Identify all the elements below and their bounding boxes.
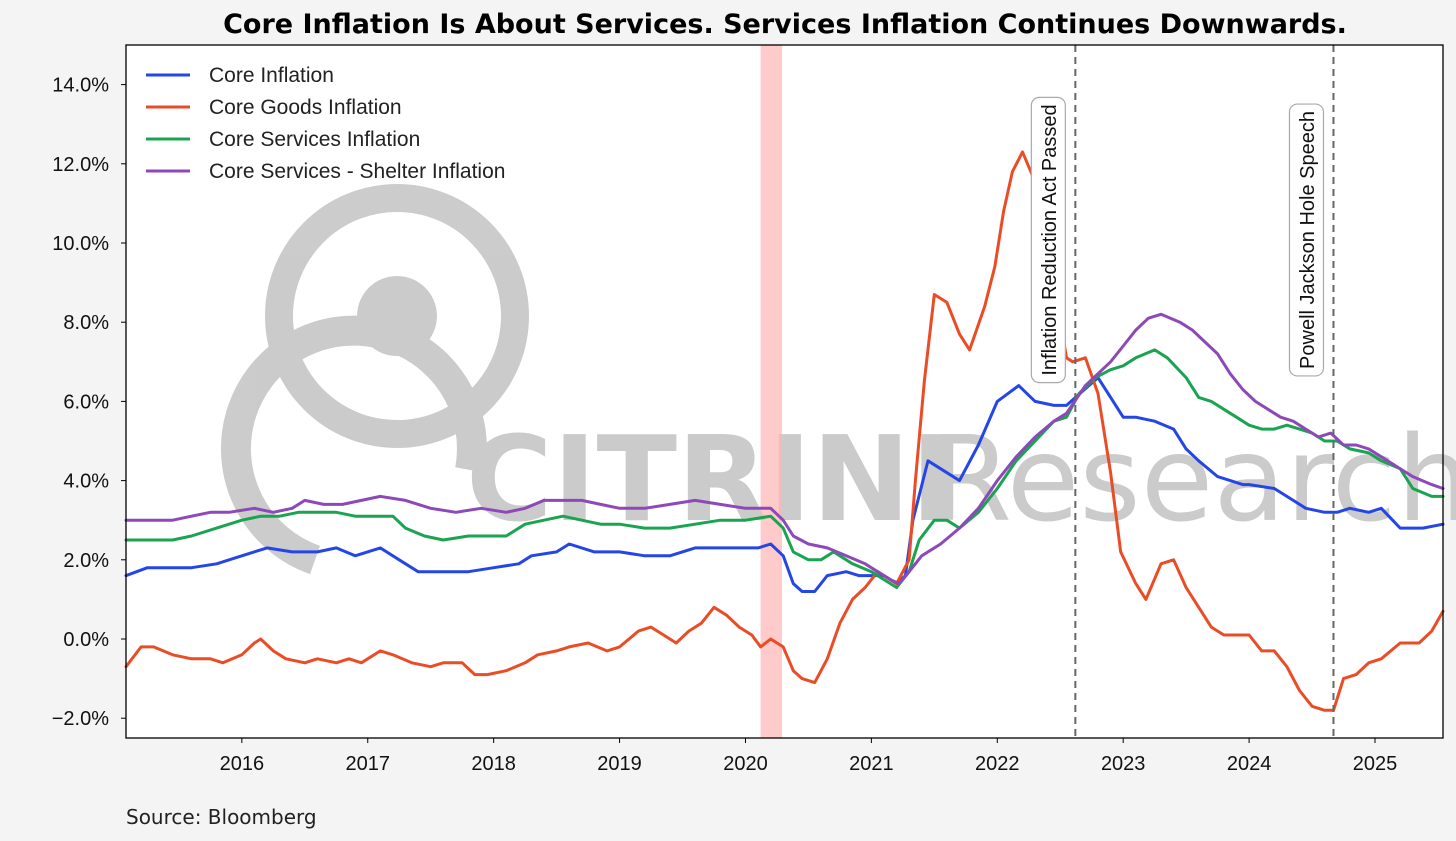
legend-item-1: Core Inflation [146, 64, 334, 87]
legend-label: Core Services - Shelter Inflation [209, 160, 505, 183]
x-tick-label: 2022 [975, 753, 1020, 775]
recession-band [760, 45, 782, 738]
y-tick-label: 12.0% [52, 154, 109, 176]
plot-area [126, 45, 1443, 738]
y-tick-label: 0.0% [63, 629, 109, 651]
annotation-2: Powell Jackson Hole Speech [1288, 103, 1325, 377]
legend-item-2: Core Goods Inflation [146, 96, 402, 119]
y-tick-label: 14.0% [52, 75, 109, 97]
annotation-label-2: Powell Jackson Hole Speech [1297, 111, 1319, 369]
annotation-1: Inflation Reduction Act Passed [1030, 96, 1066, 384]
series-line-4 [124, 312, 1445, 586]
watermark-ring-icon [265, 184, 529, 448]
y-tick-label: 2.0% [63, 550, 109, 572]
x-tick-label: 2018 [471, 753, 516, 775]
x-tick-label: 2023 [1101, 753, 1146, 775]
series-line-1 [124, 376, 1445, 593]
x-tick-label: 2021 [849, 753, 894, 775]
series-line-2 [124, 150, 1445, 712]
watermark-wordmark-light: Research [930, 410, 1456, 548]
annotation-label-1: Inflation Reduction Act Passed [1039, 104, 1061, 375]
watermark-logo: CITRINI Research [220, 184, 1456, 575]
y-tick-label: −2.0% [52, 708, 109, 730]
plot-border [125, 44, 1444, 739]
source-note: Source: Bloomberg [126, 805, 317, 829]
watermark-wordmark-bold: CITRINI [466, 410, 954, 548]
annotation-box-2 [1288, 103, 1325, 377]
x-tick-label: 2025 [1353, 753, 1398, 775]
legend-item-3: Core Services Inflation [146, 128, 420, 151]
legend-item-4: Core Services - Shelter Inflation [146, 160, 505, 183]
x-tick-label: 2024 [1227, 753, 1272, 775]
x-tick-label: 2017 [345, 753, 390, 775]
y-tick-label: 10.0% [52, 233, 109, 255]
chart-title: Core Inflation Is About Services. Servic… [223, 9, 1347, 40]
x-tick-label: 2016 [220, 753, 265, 775]
legend-label: Core Services Inflation [209, 128, 420, 151]
y-tick-label: 6.0% [63, 391, 109, 413]
legend: Core Inflation Core Goods Inflation Core S… [146, 64, 505, 183]
legend-label: Core Inflation [209, 64, 334, 87]
y-tick-label: 8.0% [63, 312, 109, 334]
x-tick-label: 2020 [723, 753, 768, 775]
x-tick-label: 2019 [597, 753, 642, 775]
series-line-3 [124, 348, 1445, 589]
y-tick-label: 4.0% [63, 471, 109, 493]
annotation-box-1 [1030, 96, 1066, 384]
legend-label: Core Goods Inflation [209, 96, 402, 119]
